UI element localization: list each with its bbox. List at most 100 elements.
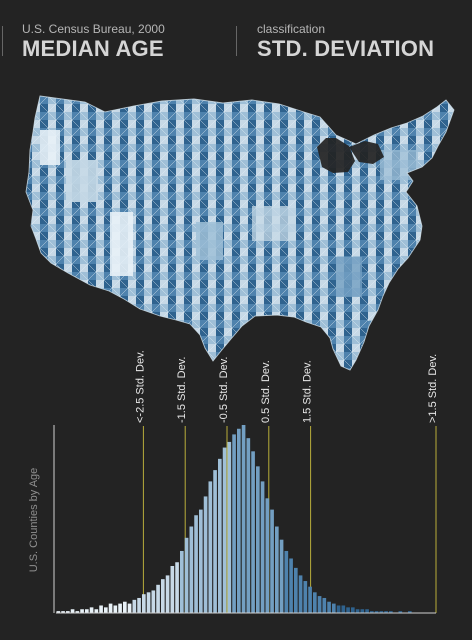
histogram-bar (104, 607, 108, 613)
histogram-bar (313, 592, 317, 613)
histogram-bar (203, 496, 208, 613)
histogram-svg: <-2.5 Std. Dev. -1.5 Std. Dev. -0.5 Std. D… (28, 350, 439, 614)
classification-title: STD. DEVIATION (257, 36, 435, 61)
county-block (110, 212, 133, 276)
us-county-map (0, 80, 472, 380)
histogram-bar (118, 603, 122, 613)
histogram-bar (66, 611, 70, 613)
histogram-bar (142, 594, 146, 613)
histogram-bar (279, 539, 284, 613)
histogram-bar (189, 526, 194, 613)
histogram-bar (137, 597, 141, 613)
histogram-bar (208, 481, 213, 613)
histogram-bar (398, 611, 403, 613)
classification-subtitle: classification (257, 22, 326, 36)
histogram-bar (355, 609, 360, 613)
histogram-bar (213, 470, 217, 613)
histogram-bar (374, 611, 379, 613)
histogram-bar (317, 596, 322, 613)
histogram-bar (289, 558, 293, 613)
histogram-bar (113, 605, 118, 613)
histogram-bar (108, 603, 113, 613)
histogram-bar (222, 447, 227, 613)
histogram-bar (61, 611, 65, 613)
histogram-bar (94, 609, 99, 613)
histogram-bar (127, 603, 132, 613)
county-block (40, 130, 60, 165)
histogram-bar (165, 575, 170, 613)
histogram-bar (99, 605, 103, 613)
county-block (252, 206, 296, 241)
histogram-bar (175, 562, 179, 613)
histogram-bar (70, 609, 75, 613)
threshold-label: -0.5 Std. Dev. (218, 357, 230, 423)
histogram-bar (180, 550, 184, 613)
histogram-bar (170, 566, 175, 613)
histogram-bar (370, 611, 374, 613)
histogram-bar (308, 586, 312, 613)
histogram-bar (89, 607, 94, 613)
histogram-bar (218, 458, 222, 613)
histogram-bar (161, 579, 165, 613)
histogram-bar (146, 592, 151, 613)
histogram-bar (332, 603, 336, 613)
histogram-bar (232, 434, 236, 613)
great-lakes-shape (349, 141, 384, 164)
great-lakes-shape (317, 138, 355, 173)
histogram-bar (251, 451, 255, 613)
histogram-bar (265, 498, 270, 613)
header-right: classification STD. DEVIATION (257, 22, 434, 61)
histogram-bar (298, 575, 303, 613)
histogram-bar (132, 599, 137, 613)
histogram-bar (237, 428, 241, 613)
histogram-bar (365, 609, 369, 613)
county-block (336, 257, 362, 297)
histogram-bar (75, 611, 80, 613)
histogram-bar (246, 438, 251, 613)
histogram-bar (256, 466, 260, 613)
county-block (380, 150, 418, 180)
threshold-label: -1.5 Std. Dev. (176, 357, 188, 423)
histogram-bar (151, 590, 156, 613)
histogram-bar (360, 609, 365, 613)
histogram-bar (194, 515, 198, 613)
county-block (196, 222, 223, 260)
main-title: MEDIAN AGE (22, 36, 164, 61)
histogram-bar (56, 611, 61, 613)
histogram-bar (346, 607, 350, 613)
y-axis-label: U.S. Counties by Age (28, 468, 40, 573)
histogram-bar (351, 607, 355, 613)
histogram-bar (184, 537, 189, 613)
county-block (66, 160, 98, 202)
source-subtitle: U.S. Census Bureau, 2000 (22, 22, 165, 36)
histogram-bars-group (56, 425, 412, 613)
histogram-bar (322, 597, 327, 613)
histogram-bar (341, 605, 346, 613)
histogram-bar (241, 425, 246, 613)
threshold-label: 0.5 Std. Dev. (260, 360, 272, 423)
histogram-bar (227, 441, 232, 613)
header-left: U.S. Census Bureau, 2000 MEDIAN AGE (22, 22, 165, 61)
map-outline (25, 95, 455, 371)
histogram-bar (123, 601, 127, 613)
histogram-bar (384, 611, 388, 613)
histogram-bar (80, 609, 84, 613)
threshold-label: 1.5 Std. Dev. (302, 360, 314, 423)
histogram-bar (327, 601, 331, 613)
histogram-bar (336, 605, 341, 613)
threshold-lines-group: <-2.5 Std. Dev. -1.5 Std. Dev. -0.5 Std. D… (134, 350, 439, 613)
histogram-bar (389, 611, 393, 613)
header-separator-left (2, 26, 3, 56)
header-separator-right (236, 26, 237, 56)
histogram-bar (156, 584, 160, 613)
histogram-bar (379, 611, 384, 613)
threshold-label: <-2.5 Std. Dev. (134, 350, 146, 423)
histogram-bar (199, 509, 203, 613)
histogram-bar (294, 567, 298, 613)
histogram-bar (270, 509, 274, 613)
age-distribution-chart: <-2.5 Std. Dev. -1.5 Std. Dev. -0.5 Std. D… (0, 330, 472, 635)
histogram-bar (284, 550, 289, 613)
histogram-bar (408, 611, 412, 613)
threshold-label: >1.5 Std. Dev. (427, 354, 439, 423)
histogram-bar (260, 481, 265, 613)
